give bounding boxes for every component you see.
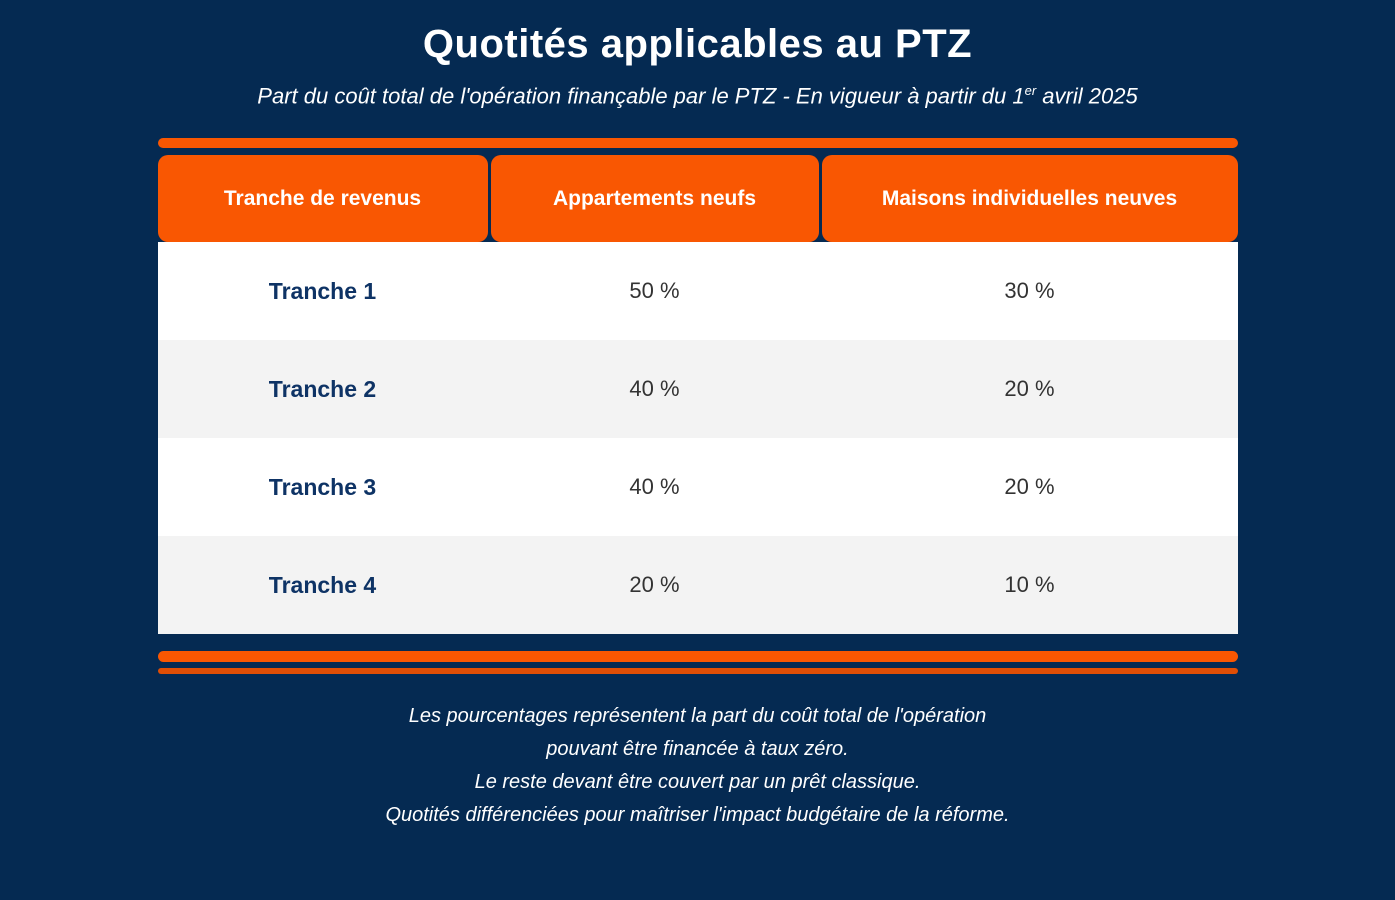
table-container: Tranche de revenus Appartements neufs Ma… xyxy=(157,138,1238,675)
footer-line: pouvant être financée à taux zéro. xyxy=(546,738,849,761)
header-cell-tranche-de-revenus: Tranche de revenus xyxy=(157,155,488,243)
row-label: Tranche 2 xyxy=(268,375,377,402)
row-value-maisons: 10 % xyxy=(1004,572,1055,598)
header-cell-appartements-neufs: Appartements neufs xyxy=(490,155,819,243)
bottom-accent-bar-thick xyxy=(157,651,1238,663)
row-value-appartements: 50 % xyxy=(629,278,680,304)
subtitle-superscript: er xyxy=(1024,83,1037,98)
subtitle-text-start: Part du coût total de l'opération finanç… xyxy=(257,83,1025,109)
footer-note: Les pourcentages représentent la part du… xyxy=(0,700,1395,832)
footer-line: Le reste devant être couvert par un prêt… xyxy=(474,771,921,794)
footer-line: Quotités différenciées pour maîtriser l'… xyxy=(385,804,1010,827)
header-cell-maisons-individuelles: Maisons individuelles neuves xyxy=(821,155,1238,243)
footer-line: Les pourcentages représentent la part du… xyxy=(408,705,987,728)
page-title: Quotités applicables au PTZ xyxy=(422,22,973,66)
page-subtitle: Part du coût total de l'opération finanç… xyxy=(0,83,1395,109)
row-label: Tranche 3 xyxy=(268,473,377,500)
top-accent-bar xyxy=(157,138,1238,149)
row-value-appartements: 40 % xyxy=(629,376,680,402)
table-header-row: Tranche de revenus Appartements neufs Ma… xyxy=(157,155,1238,243)
subtitle-text-end: avril 2025 xyxy=(1036,83,1138,109)
bottom-accent-bar-thin xyxy=(157,668,1238,675)
row-value-maisons: 20 % xyxy=(1004,474,1055,500)
table-row: Tranche 3 40 % 20 % xyxy=(157,438,1238,537)
row-value-appartements: 40 % xyxy=(629,474,680,500)
table-row: Tranche 2 40 % 20 % xyxy=(157,340,1238,439)
row-value-maisons: 20 % xyxy=(1004,376,1055,402)
row-label: Tranche 4 xyxy=(268,571,377,598)
row-value-appartements: 20 % xyxy=(629,572,680,598)
table-row: Tranche 4 20 % 10 % xyxy=(157,536,1238,635)
row-value-maisons: 30 % xyxy=(1004,278,1055,304)
row-label: Tranche 1 xyxy=(268,277,377,304)
table-row: Tranche 1 50 % 30 % xyxy=(157,242,1238,341)
table-body: Tranche 1 50 % 30 % Tranche 2 40 % 20 % … xyxy=(157,242,1238,635)
